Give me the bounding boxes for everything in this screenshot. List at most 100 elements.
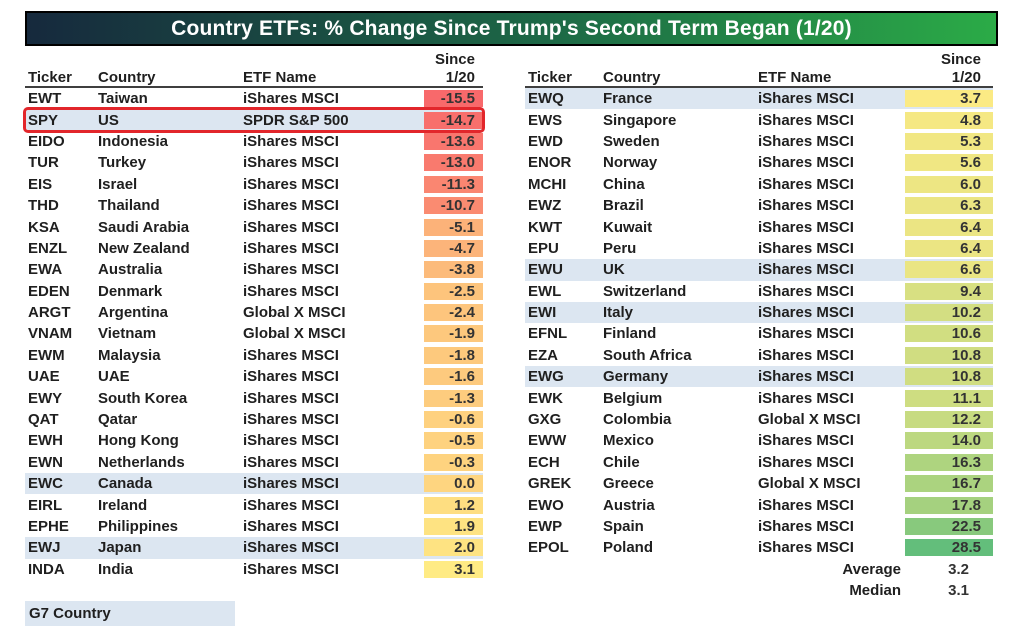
country-cell: Thailand <box>98 197 160 215</box>
country-cell: Chile <box>603 453 640 471</box>
country-cell: Greece <box>603 475 654 493</box>
ticker-cell: UAE <box>28 368 60 386</box>
etf-table-left: Since Ticker Country ETF Name 1/20 EWT T… <box>23 50 485 580</box>
ticker-cell: EIRL <box>28 496 63 514</box>
etf-name-cell: iShares MSCI <box>243 453 339 471</box>
pct-change-cell: 6.4 <box>905 239 993 257</box>
ticker-cell: EWH <box>28 432 63 450</box>
etf-name-cell: iShares MSCI <box>243 239 339 257</box>
pct-change-cell: -4.7 <box>424 239 483 257</box>
etf-name-cell: iShares MSCI <box>243 496 339 514</box>
etf-row: EWA Australia iShares MSCI -3.8 <box>25 259 483 280</box>
etf-row: GREK Greece Global X MSCI 16.7 <box>525 473 993 494</box>
ticker-cell: EPOL <box>528 539 569 557</box>
pct-change-cell: 17.8 <box>905 496 993 514</box>
country-cell: Denmark <box>98 282 163 300</box>
ticker-cell: EIS <box>28 175 53 193</box>
ticker-cell: EPU <box>528 239 559 257</box>
column-header-since-date: 1/20 <box>445 69 475 86</box>
column-header-since: Since <box>434 51 475 68</box>
ticker-cell: EWA <box>28 261 63 279</box>
pct-change-cell: -15.5 <box>424 90 483 108</box>
ticker-cell: GREK <box>528 475 572 493</box>
pct-change-cell: 1.2 <box>424 496 483 514</box>
pct-change-cell: 4.8 <box>905 111 993 129</box>
pct-change-cell: -1.6 <box>424 368 483 386</box>
etf-name-cell: Global X MSCI <box>758 475 861 493</box>
left-table-rows: EWT Taiwan iShares MSCI -15.5 SPY US SPD… <box>23 88 485 580</box>
country-cell: Peru <box>603 239 637 257</box>
pct-change-cell: 6.6 <box>905 261 993 279</box>
etf-name-cell: iShares MSCI <box>243 132 339 150</box>
country-cell: Colombia <box>603 411 672 429</box>
country-cell: Spain <box>603 518 644 535</box>
ticker-cell: KWT <box>528 218 563 236</box>
etf-name-cell: iShares MSCI <box>758 111 854 129</box>
etf-name-cell: iShares MSCI <box>758 261 854 279</box>
ticker-cell: EDEN <box>28 282 70 300</box>
pct-change-cell: -3.8 <box>424 261 483 279</box>
country-cell: Poland <box>603 539 654 557</box>
etf-row: ENOR Norway iShares MSCI 5.6 <box>525 152 993 173</box>
country-cell: UAE <box>98 368 130 386</box>
etf-name-cell: iShares MSCI <box>758 325 854 343</box>
etf-row: EWG Germany iShares MSCI 10.8 <box>525 366 993 388</box>
header-row-since-right: Since <box>525 50 993 69</box>
country-cell: China <box>603 175 645 193</box>
etf-row: EWI Italy iShares MSCI 10.2 <box>525 301 993 324</box>
ticker-cell: ECH <box>528 453 560 471</box>
column-header-etf-name: ETF Name <box>758 69 832 86</box>
etf-name-cell: Global X MSCI <box>758 411 861 429</box>
etf-row: EFNL Finland iShares MSCI 10.6 <box>525 323 993 344</box>
pct-change-cell: 16.3 <box>905 453 993 471</box>
pct-change-cell: 3.1 <box>424 560 483 578</box>
country-cell: Ireland <box>98 496 148 514</box>
pct-change-cell: 16.7 <box>905 475 993 493</box>
etf-row: INDA India iShares MSCI 3.1 <box>25 559 483 580</box>
country-cell: Qatar <box>98 411 138 429</box>
country-cell: Singapore <box>603 111 677 129</box>
etf-row: EWJ Japan iShares MSCI 2.0 <box>25 537 483 559</box>
average-label: Average <box>842 560 901 578</box>
country-cell: Norway <box>603 154 658 172</box>
country-cell: Netherlands <box>98 453 185 471</box>
country-cell: Philippines <box>98 518 179 535</box>
etf-row: EWM Malaysia iShares MSCI -1.8 <box>25 345 483 366</box>
etf-row: EZA South Africa iShares MSCI 10.8 <box>525 345 993 366</box>
etf-row: TUR Turkey iShares MSCI -13.0 <box>25 152 483 173</box>
page-title: Country ETFs: % Change Since Trump's Sec… <box>171 16 852 40</box>
etf-name-cell: iShares MSCI <box>243 411 339 429</box>
ticker-cell: TUR <box>28 154 59 172</box>
median-value: 3.1 <box>948 582 969 600</box>
etf-name-cell: iShares MSCI <box>758 154 854 172</box>
column-header-country: Country <box>98 69 156 86</box>
etf-row: EIDO Indonesia iShares MSCI -13.6 <box>25 131 483 152</box>
etf-name-cell: iShares MSCI <box>243 346 339 364</box>
country-cell: Hong Kong <box>98 432 179 450</box>
country-cell: India <box>98 560 134 578</box>
country-cell: Saudi Arabia <box>98 218 190 236</box>
ticker-cell: EWT <box>28 90 62 108</box>
pct-change-cell: 10.2 <box>905 304 993 322</box>
pct-change-cell: -0.3 <box>424 453 483 471</box>
country-cell: New Zealand <box>98 239 190 257</box>
ticker-cell: EWY <box>28 389 63 407</box>
etf-name-cell: iShares MSCI <box>758 518 854 535</box>
country-cell: Belgium <box>603 389 663 407</box>
etf-name-cell: iShares MSCI <box>758 389 854 407</box>
pct-change-cell: 22.5 <box>905 518 993 535</box>
column-header-ticker: Ticker <box>528 69 572 86</box>
ticker-cell: EWN <box>28 453 63 471</box>
ticker-cell: EZA <box>528 346 558 364</box>
etf-name-cell: iShares MSCI <box>758 368 854 386</box>
pct-change-cell: 11.1 <box>905 389 993 407</box>
etf-name-cell: iShares MSCI <box>758 239 854 257</box>
etf-name-cell: iShares MSCI <box>758 218 854 236</box>
etf-row: ECH Chile iShares MSCI 16.3 <box>525 452 993 473</box>
pct-change-cell: 12.2 <box>905 411 993 429</box>
etf-name-cell: iShares MSCI <box>758 496 854 514</box>
etf-row: EDEN Denmark iShares MSCI -2.5 <box>25 281 483 302</box>
country-cell: Brazil <box>603 197 644 215</box>
median-label: Median <box>849 582 901 600</box>
country-cell: Austria <box>603 496 655 514</box>
